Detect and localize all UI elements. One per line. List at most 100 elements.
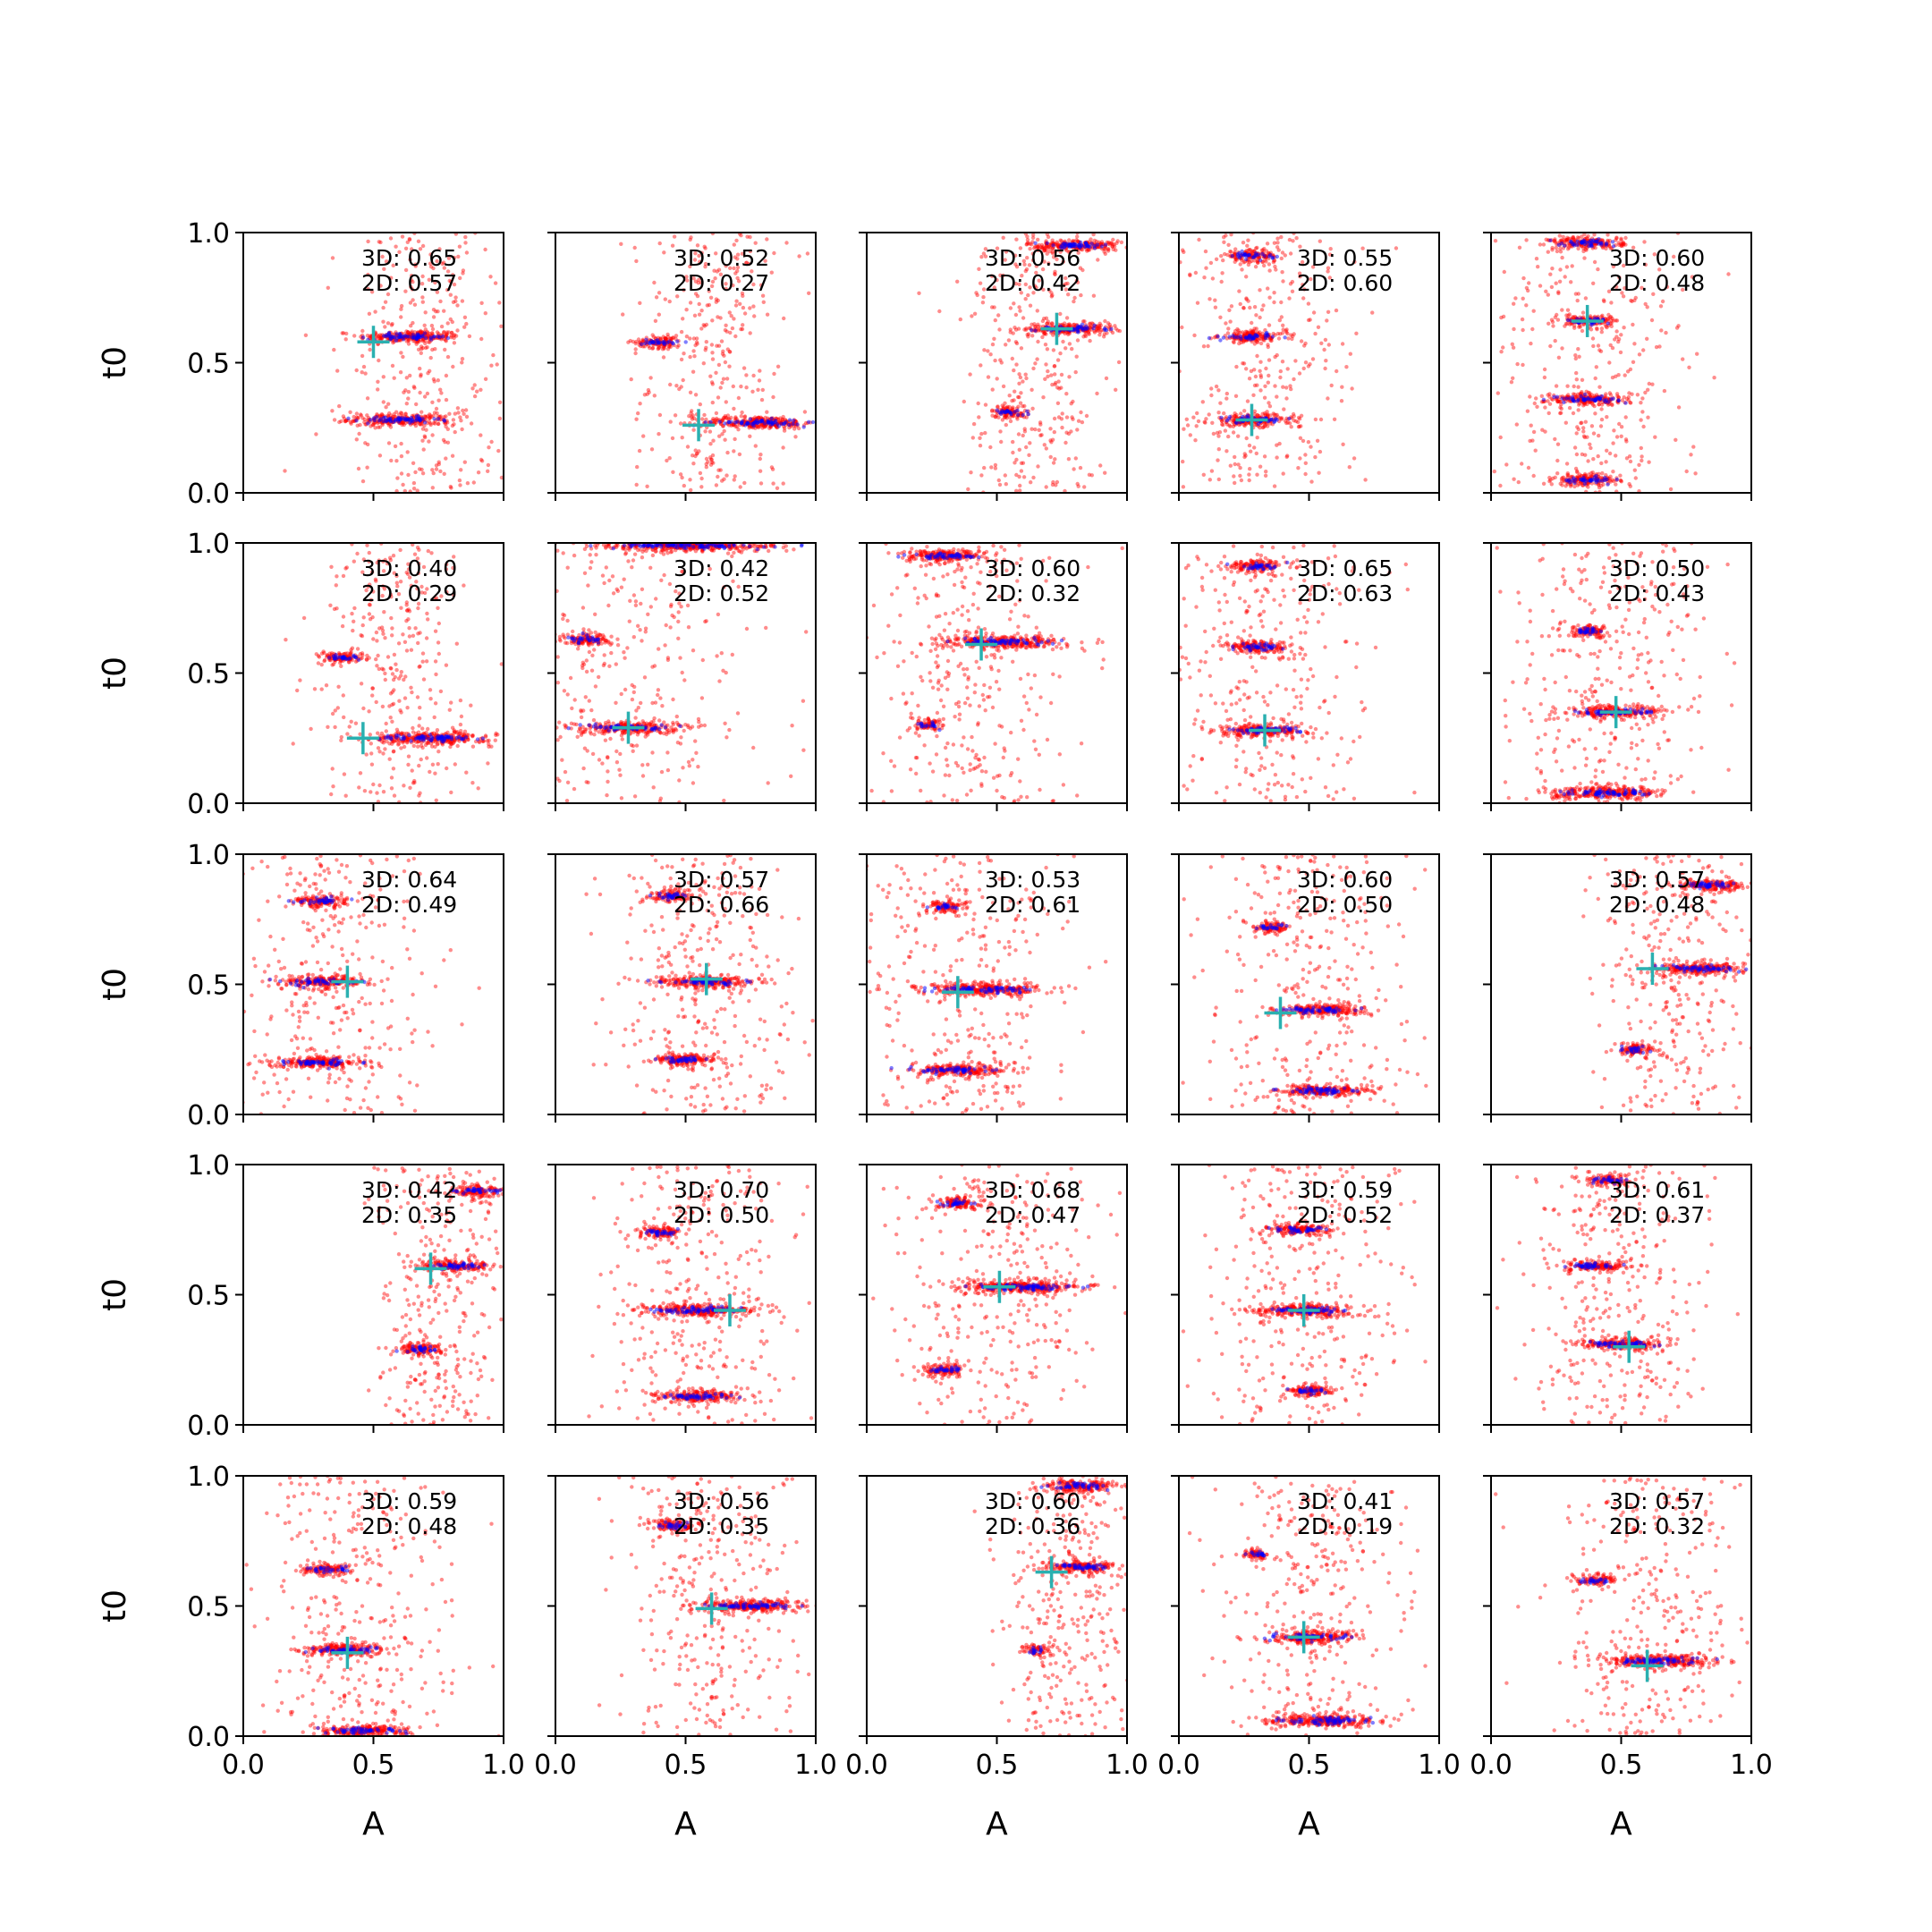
sample-point-3d <box>1563 484 1568 488</box>
sample-point-3d <box>399 307 403 311</box>
sample-point-3d <box>1028 303 1033 308</box>
sample-point-3d <box>392 414 397 419</box>
sample-point-3d <box>1246 262 1251 267</box>
sample-point-3d <box>1050 293 1055 298</box>
sample-point-3d <box>691 369 696 374</box>
sample-point-3d <box>758 453 763 457</box>
sample-point-3d <box>1646 415 1650 419</box>
sample-point-3d <box>429 414 434 419</box>
sample-point-3d <box>999 360 1004 365</box>
sample-point-3d <box>1577 472 1582 477</box>
sample-point-3d <box>1583 419 1589 424</box>
sample-point-3d <box>1599 407 1604 411</box>
sample-point-3d <box>742 480 747 486</box>
sample-point-3d <box>1040 244 1046 249</box>
sample-point-3d <box>1050 321 1055 326</box>
sample-point-3d <box>458 483 462 487</box>
sample-point-3d <box>363 441 368 445</box>
sample-point-3d <box>419 351 423 355</box>
sample-point-3d <box>727 349 732 354</box>
sample-point-3d <box>1565 321 1570 326</box>
sample-point-3d <box>1566 236 1571 242</box>
sample-point-3d <box>1055 257 1059 262</box>
sample-point-3d <box>1559 402 1563 407</box>
sample-point-2d <box>807 419 811 424</box>
sample-point-3d <box>1571 236 1576 241</box>
sample-point-3d <box>1011 450 1015 455</box>
sample-point-3d <box>340 331 344 335</box>
sample-point-3d <box>702 324 707 328</box>
sample-point-2d <box>1089 242 1094 246</box>
sample-point-3d <box>376 387 380 392</box>
sample-point-3d <box>1218 315 1223 319</box>
sample-point-3d <box>771 481 775 486</box>
sample-point-2d <box>394 332 399 336</box>
sample-point-3d <box>678 421 683 426</box>
sample-point-3d <box>1605 448 1609 453</box>
sample-point-3d <box>433 744 437 749</box>
sample-point-3d <box>642 393 648 397</box>
sample-point-3d <box>667 456 672 461</box>
sample-point-3d <box>1045 244 1049 249</box>
sample-point-3d <box>1622 242 1626 246</box>
sample-point-3d <box>718 316 723 320</box>
sample-point-3d <box>1258 330 1262 335</box>
sample-point-3d <box>756 424 761 428</box>
sample-point-3d <box>417 339 421 344</box>
sample-point-3d <box>396 412 402 417</box>
sample-point-3d <box>431 731 436 735</box>
sample-point-3d <box>1296 425 1301 429</box>
sample-point-3d <box>736 395 741 401</box>
sample-point-3d <box>1326 269 1330 274</box>
sample-point-3d <box>455 406 461 411</box>
sample-point-3d <box>1627 482 1631 487</box>
sample-point-3d <box>1258 334 1263 338</box>
sample-point-3d <box>1227 308 1232 312</box>
sample-point-3d <box>1103 470 1107 475</box>
sample-point-3d <box>472 383 477 387</box>
sample-point-3d <box>1340 385 1344 389</box>
sample-point-3d <box>373 309 377 314</box>
sample-point-3d <box>471 480 476 485</box>
sample-point-3d <box>411 320 415 326</box>
sample-point-3d <box>457 478 462 483</box>
sample-point-3d <box>1647 460 1651 464</box>
sample-point-3d <box>763 424 768 429</box>
sample-point-3d <box>1033 427 1038 432</box>
sample-point-3d <box>1267 262 1272 267</box>
sample-point-2d <box>1251 335 1256 340</box>
sample-point-3d <box>1032 322 1037 326</box>
sample-point-3d <box>1004 414 1008 419</box>
sample-point-3d <box>1517 245 1522 250</box>
sample-point-3d <box>456 254 461 259</box>
sample-point-3d <box>1250 320 1254 326</box>
sample-point-2d <box>371 416 377 420</box>
sample-point-3d <box>714 420 718 425</box>
sample-point-3d <box>739 414 743 419</box>
sample-point-3d <box>426 371 430 376</box>
sample-point-3d <box>1065 281 1070 286</box>
sample-point-3d <box>1241 361 1245 366</box>
sample-point-3d <box>1566 313 1571 318</box>
sample-point-3d <box>735 268 740 274</box>
sample-point-3d <box>497 400 503 404</box>
sample-point-3d <box>1147 309 1150 313</box>
sample-point-3d <box>1233 257 1239 261</box>
sample-point-3d <box>714 370 718 375</box>
sample-point-3d <box>1258 375 1264 379</box>
sample-point-3d <box>380 422 385 428</box>
sample-point-3d <box>1287 296 1292 301</box>
sample-point-3d <box>695 342 699 346</box>
sample-point-3d <box>1241 338 1246 343</box>
sample-point-3d <box>1498 435 1503 440</box>
sample-point-3d <box>1096 326 1100 331</box>
sample-point-3d <box>1095 326 1099 332</box>
sample-point-3d <box>398 370 403 375</box>
sample-point-3d <box>1015 417 1020 421</box>
sample-point-3d <box>1639 445 1644 451</box>
sample-point-3d <box>1614 318 1620 323</box>
sample-point-3d <box>819 419 823 423</box>
sample-point-3d <box>383 325 387 329</box>
sample-point-3d <box>404 339 409 343</box>
sample-point-3d <box>479 459 485 463</box>
